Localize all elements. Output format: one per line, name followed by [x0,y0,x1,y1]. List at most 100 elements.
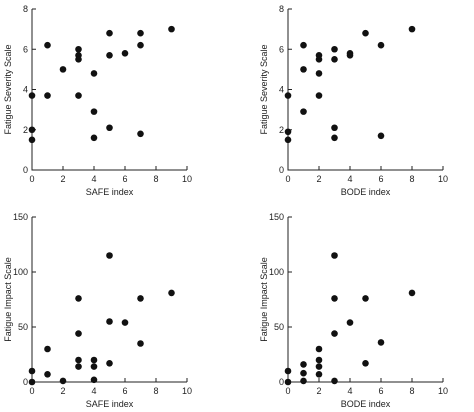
data-point [300,41,307,49]
data-point [300,377,307,385]
y-tick-label: 150 [13,212,28,222]
data-point [168,289,175,297]
y-tick-label: 50 [274,322,284,332]
y-tick-label: 0 [279,165,284,175]
x-tick-label: 2 [316,386,321,396]
x-axis-label: SAFE index [86,187,134,197]
data-point [315,345,323,353]
y-tick-label: 4 [23,85,28,95]
x-tick-label: 8 [153,174,158,184]
data-point [106,29,113,37]
y-axis-label: Fatigue Severity Scale [259,44,269,134]
data-point [362,29,369,37]
data-point [300,369,307,377]
data-point [284,128,292,136]
data-point [90,134,98,142]
x-tick-label: 4 [91,386,96,396]
data-point [106,360,113,367]
axis-lines [31,217,187,383]
y-tick-label: 50 [18,322,28,332]
data-point [28,367,36,375]
data-point [315,70,323,77]
x-tick-label: 8 [153,386,158,396]
data-point [137,295,144,302]
data-point [75,92,82,99]
data-point [137,41,144,49]
data-point [331,252,338,259]
x-tick-label: 8 [409,386,414,396]
data-point [28,92,36,99]
x-tick-label: 10 [438,174,448,184]
data-point [300,66,307,73]
panel-bode-fss: 0 2 4 6 8 10 0 2 4 6 8 BODE index Fatigue Severity S… [259,4,448,197]
data-point [300,361,307,368]
y-tick-label: 4 [279,85,284,95]
y-axis-label: Fatigue Impact Scale [259,257,269,342]
y-tick-label: 100 [269,267,284,277]
x-tick-label: 10 [182,174,192,184]
data-point [315,56,323,63]
y-tick-label: 8 [23,4,28,14]
data-point [75,295,82,302]
data-point [284,136,292,144]
x-axis-label: SAFE index [86,399,134,409]
data-point [137,340,144,347]
data-point [75,363,82,370]
data-point [106,51,113,59]
y-tick-label: 0 [23,165,28,175]
x-tick-label: 6 [122,386,127,396]
x-tick-label: 0 [29,174,34,184]
data-point [315,363,323,370]
data-point [106,124,113,132]
data-point [75,45,82,53]
data-point [284,367,292,375]
x-tick-label: 4 [347,386,352,396]
y-tick-label: 6 [23,44,28,54]
y-axis-label: Fatigue Impact Scale [3,257,13,342]
data-point [90,363,98,370]
data-point [377,339,385,346]
y-axis-label: Fatigue Severity Scale [3,44,13,134]
x-axis-label: BODE index [341,187,391,197]
y-tick-label: 100 [13,267,28,277]
data-point [90,376,98,384]
data-point [331,330,338,337]
data-point [315,371,323,378]
data-point [315,356,323,364]
data-point [331,124,338,132]
data-point [106,318,113,325]
data-point [362,295,369,302]
data-point [331,295,338,302]
x-tick-label: 2 [60,174,65,184]
data-point [28,378,36,386]
data-point [377,41,385,49]
x-tick-label: 2 [60,386,65,396]
x-tick-label: 10 [438,386,448,396]
data-point [377,132,385,140]
data-point [346,51,354,59]
data-point [137,130,144,138]
x-axis-label: BODE index [341,399,391,409]
data-point [44,371,51,378]
y-tick-label: 0 [279,377,284,387]
y-tick-label: 6 [279,44,284,54]
data-point [284,378,292,386]
data-point [28,126,36,134]
x-tick-label: 6 [378,174,383,184]
x-tick-label: 4 [347,174,352,184]
data-point [331,45,338,53]
data-point [75,356,82,364]
data-point [90,70,98,77]
data-point [121,49,129,57]
data-point [90,356,98,364]
x-tick-label: 0 [285,386,290,396]
x-tick-label: 0 [29,386,34,396]
data-point [331,377,338,385]
data-point [346,319,354,326]
data-point [44,345,51,353]
data-point [44,92,51,99]
x-tick-label: 0 [285,174,290,184]
